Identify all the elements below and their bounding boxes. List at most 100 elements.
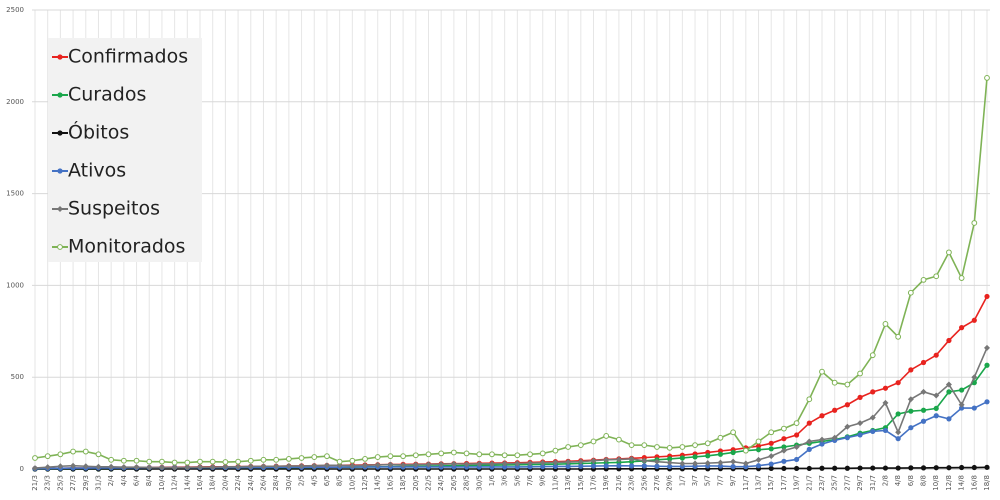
- point: [387, 461, 394, 468]
- series-line: [35, 364, 988, 470]
- point: [57, 92, 63, 98]
- x-tick-label: 9/7: [729, 475, 737, 486]
- series-line: [34, 296, 988, 470]
- x-tick-label: 2/8: [881, 475, 889, 486]
- point: [82, 463, 89, 470]
- point: [666, 459, 673, 466]
- x-tick-label: 18/8: [983, 475, 991, 491]
- point: [603, 456, 610, 463]
- point: [450, 449, 457, 456]
- point: [907, 289, 914, 296]
- point: [920, 465, 927, 471]
- point: [653, 458, 660, 465]
- point: [539, 450, 546, 457]
- point: [667, 456, 673, 462]
- point: [755, 443, 762, 449]
- point: [844, 423, 851, 430]
- point: [819, 465, 825, 471]
- x-tick-label: 10/5: [348, 475, 356, 491]
- point: [768, 440, 774, 446]
- point: [578, 463, 584, 469]
- x-tick-label: 29/7: [856, 475, 864, 491]
- point: [184, 464, 191, 471]
- point: [869, 352, 876, 359]
- x-tick-label: 6/4: [133, 474, 141, 486]
- point: [260, 456, 267, 463]
- point: [844, 435, 850, 441]
- point: [946, 337, 952, 344]
- legend-label: Ativos: [68, 160, 126, 182]
- point: [704, 460, 711, 467]
- point: [133, 457, 140, 464]
- point: [641, 457, 648, 464]
- x-tick-label: 27/3: [69, 475, 77, 491]
- point: [44, 464, 51, 471]
- point: [895, 333, 902, 340]
- point: [552, 463, 559, 470]
- x-tick-label: 22/5: [424, 475, 432, 491]
- point: [425, 461, 432, 468]
- x-tick-label: 26/4: [259, 474, 267, 490]
- point: [565, 463, 571, 470]
- point: [946, 249, 952, 256]
- point: [108, 456, 115, 463]
- point: [908, 408, 914, 414]
- point: [832, 407, 838, 413]
- point: [362, 462, 369, 469]
- point: [768, 465, 774, 472]
- point: [806, 420, 812, 426]
- point: [197, 464, 204, 471]
- point: [768, 446, 774, 452]
- point: [806, 446, 812, 452]
- point: [463, 461, 470, 468]
- point: [984, 293, 990, 300]
- point: [742, 447, 749, 454]
- point: [959, 405, 965, 411]
- x-tick-label: 3/7: [691, 475, 699, 486]
- point: [171, 464, 178, 471]
- legend-label: Monitorados: [68, 236, 185, 258]
- point: [374, 461, 381, 468]
- point: [311, 454, 318, 460]
- point: [844, 381, 851, 388]
- point: [933, 413, 939, 419]
- point: [476, 460, 483, 467]
- x-tick-label: 9/6: [539, 474, 547, 486]
- point: [95, 463, 102, 470]
- x-tick-label: 14/8: [958, 475, 966, 491]
- point: [730, 464, 736, 470]
- point: [920, 418, 927, 424]
- series: [32, 75, 990, 466]
- x-tick-label: 17/7: [780, 475, 788, 491]
- point: [32, 465, 38, 472]
- point: [57, 54, 63, 60]
- legend: Confirmados Curados Óbitos Ativos Suspeitos M…: [48, 38, 202, 262]
- x-tick-label: 20/5: [412, 475, 420, 491]
- x-tick-label: 25/7: [831, 475, 839, 491]
- x-tick-label: 16/4: [196, 474, 204, 490]
- point: [984, 399, 990, 405]
- x-tick-label: 14/5: [374, 475, 382, 491]
- point: [781, 425, 787, 432]
- point: [920, 276, 927, 283]
- x-tick-label: 18/5: [399, 475, 407, 491]
- point: [260, 463, 267, 470]
- point: [806, 465, 812, 472]
- x-tick-label: 6/5: [323, 475, 331, 486]
- point: [755, 438, 762, 445]
- x-tick-label: 20/4: [221, 474, 229, 490]
- point: [349, 462, 356, 469]
- x-tick-label: 11/7: [742, 475, 750, 491]
- point: [540, 464, 546, 470]
- point: [679, 460, 686, 467]
- point: [895, 380, 901, 386]
- point: [552, 459, 559, 466]
- point: [933, 392, 940, 399]
- point: [222, 463, 229, 470]
- x-tick-label: 1/7: [678, 475, 686, 486]
- point: [488, 460, 495, 467]
- point: [971, 220, 978, 226]
- point: [247, 457, 254, 464]
- point: [971, 464, 977, 471]
- point: [920, 388, 927, 395]
